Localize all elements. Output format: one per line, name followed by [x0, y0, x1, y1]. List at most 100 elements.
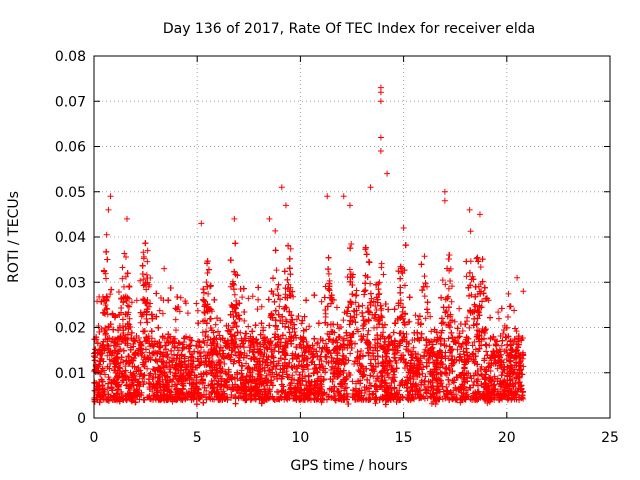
data-point: [421, 253, 428, 260]
data-point: [176, 340, 183, 347]
data-point: [256, 355, 263, 362]
data-point: [279, 320, 286, 327]
data-point: [370, 298, 377, 305]
data-point: [384, 364, 391, 371]
data-point: [293, 316, 300, 323]
data-point: [440, 319, 447, 326]
data-point: [354, 349, 361, 356]
data-point: [449, 283, 456, 290]
data-point: [428, 400, 435, 407]
data-point: [258, 303, 265, 310]
data-point: [365, 258, 372, 265]
data-point: [324, 330, 331, 337]
data-point: [347, 350, 354, 357]
data-point: [119, 264, 126, 271]
data-point: [427, 313, 434, 320]
data-point: [373, 324, 380, 331]
data-point: [375, 375, 382, 382]
data-point: [359, 302, 366, 309]
data-point: [106, 376, 113, 383]
data-point: [146, 349, 153, 356]
data-point: [228, 391, 235, 398]
data-point: [107, 291, 114, 298]
data-point: [287, 245, 294, 252]
data-point: [475, 348, 482, 355]
data-point: [121, 250, 128, 257]
data-point: [218, 386, 225, 393]
data-point: [346, 266, 353, 273]
data-point: [249, 293, 256, 300]
data-point: [475, 388, 482, 395]
data-point: [140, 255, 147, 262]
data-point: [115, 289, 122, 296]
data-point: [133, 297, 140, 304]
data-point: [413, 383, 420, 390]
data-point: [205, 290, 212, 297]
data-point: [212, 321, 219, 328]
data-point: [425, 356, 432, 363]
data-point: [239, 363, 246, 370]
data-point: [374, 375, 381, 382]
data-point: [231, 291, 238, 298]
data-point: [272, 227, 279, 234]
data-point: [439, 277, 446, 284]
data-point: [156, 307, 163, 314]
data-point: [424, 309, 431, 316]
data-point: [217, 317, 224, 324]
data-points: [91, 84, 527, 408]
data-point: [471, 338, 478, 345]
data-point: [504, 313, 511, 320]
data-point: [364, 331, 371, 338]
data-point: [412, 312, 419, 319]
data-point: [513, 328, 520, 335]
data-point: [411, 396, 418, 403]
data-point: [239, 294, 246, 301]
data-point: [287, 284, 294, 291]
data-point: [175, 347, 182, 354]
data-point: [469, 342, 476, 349]
data-point: [482, 367, 489, 374]
data-point: [137, 277, 144, 284]
data-point: [232, 319, 239, 326]
data-point: [103, 231, 110, 238]
data-point: [428, 328, 435, 335]
data-point: [159, 310, 166, 317]
data-point: [421, 293, 428, 300]
data-point: [445, 335, 452, 342]
data-point: [505, 290, 512, 297]
data-point: [306, 323, 313, 330]
data-point: [201, 348, 208, 355]
data-point: [487, 334, 494, 341]
data-point: [143, 271, 150, 278]
data-point: [163, 363, 170, 370]
data-point: [128, 299, 135, 306]
data-point: [119, 391, 126, 398]
data-point: [144, 258, 151, 265]
data-point: [491, 373, 498, 380]
data-point: [182, 298, 189, 305]
data-point: [122, 273, 129, 280]
data-point: [119, 275, 126, 282]
data-point: [466, 324, 473, 331]
data-point: [390, 371, 397, 378]
data-point: [445, 285, 452, 292]
data-point: [143, 286, 150, 293]
data-point: [446, 381, 453, 388]
data-point: [288, 364, 295, 371]
data-point: [351, 360, 358, 367]
data-point: [273, 267, 280, 274]
data-point: [448, 298, 455, 305]
data-point: [460, 348, 467, 355]
data-point: [172, 327, 179, 334]
data-point: [378, 264, 385, 271]
data-point: [276, 303, 283, 310]
data-point: [126, 315, 133, 322]
data-point: [216, 332, 223, 339]
data-point: [184, 310, 191, 317]
data-point: [456, 305, 463, 312]
data-point: [343, 332, 350, 339]
data-point: [365, 327, 372, 334]
data-point: [380, 271, 387, 278]
data-point: [372, 302, 379, 309]
data-point: [241, 317, 248, 324]
